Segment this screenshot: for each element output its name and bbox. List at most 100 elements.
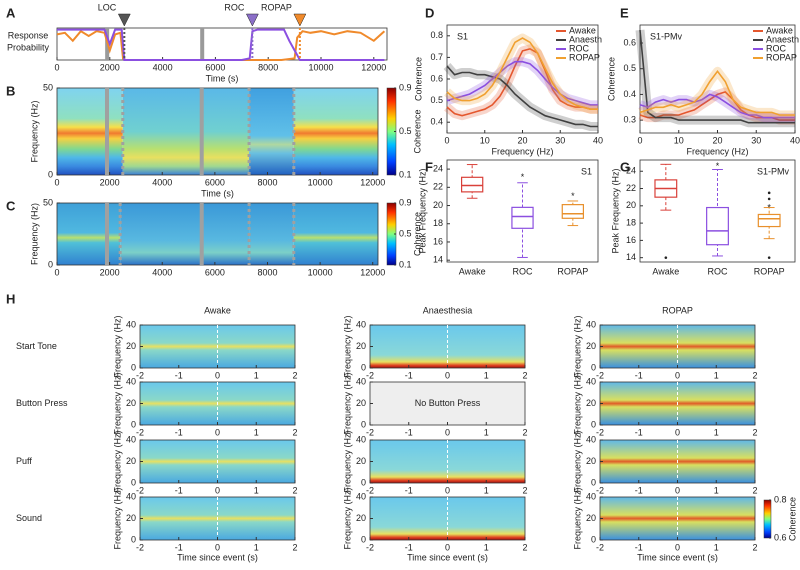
x-tick-label: 2 <box>292 485 297 495</box>
outlier <box>767 191 771 195</box>
y-tick-label: 40 <box>586 434 596 444</box>
significance-mark: * <box>716 161 720 171</box>
y-tick-label: 14 <box>433 255 443 265</box>
x-tick-label: 0 <box>54 62 59 72</box>
colorbar-tick-label: 0.6 <box>774 532 787 542</box>
plot-frame <box>56 202 379 266</box>
y-axis-label: Coherence <box>413 57 423 101</box>
x-tick-label: 2 <box>522 542 527 552</box>
y-tick-label: 40 <box>586 491 596 501</box>
event-bar <box>199 88 204 175</box>
x-tick-label: 1 <box>714 427 719 437</box>
x-tick-label: 30 <box>751 135 761 145</box>
colorbar-label: Coherence <box>787 497 797 541</box>
x-tick-label: 2 <box>752 427 757 437</box>
panel-letter: A <box>6 5 16 20</box>
colorbar-tick-label: 0.9 <box>399 197 412 207</box>
series-line <box>639 93 795 119</box>
series-line <box>639 69 795 116</box>
x-tick-label: 0 <box>675 485 680 495</box>
colorbar-tick-label: 0.1 <box>399 169 412 179</box>
legend-label: ROPAP <box>766 52 797 62</box>
x-tick-label: 2 <box>752 370 757 380</box>
x-tick-label: -1 <box>405 542 413 552</box>
x-tick-label: -1 <box>405 370 413 380</box>
y-tick-label: 40 <box>126 434 136 444</box>
series-line <box>446 47 598 117</box>
colorbar <box>763 499 772 539</box>
x-tick-label: 1 <box>254 370 259 380</box>
x-tick-label: 1 <box>254 542 259 552</box>
x-tick-label: 1 <box>484 427 489 437</box>
panel-letter: F <box>425 159 433 174</box>
y-tick-label: 50 <box>43 197 53 207</box>
x-axis-label: Time (s) <box>201 188 234 198</box>
x-tick-label: 0 <box>215 370 220 380</box>
x-tick-label: Awake <box>652 266 679 276</box>
event-label: ROC <box>224 2 245 12</box>
y-tick-label: 14 <box>626 252 636 262</box>
panel-letter: D <box>425 5 434 20</box>
x-tick-label: 0 <box>445 485 450 495</box>
event-bar <box>104 88 109 175</box>
y-tick-label: 40 <box>356 491 366 501</box>
x-tick-label: -2 <box>366 485 374 495</box>
y-tick-label: 0.6 <box>430 73 443 83</box>
panel-letter: E <box>620 5 629 20</box>
y-axis-label: Frequency (Hz) <box>572 487 582 549</box>
legend-label: Anaesth <box>766 34 799 44</box>
x-tick-label: 8000 <box>257 267 277 277</box>
x-tick-label: 6000 <box>205 267 225 277</box>
x-tick-label: -2 <box>136 427 144 437</box>
y-axis-label: Frequency (Hz) <box>112 487 122 549</box>
x-tick-label: -2 <box>136 485 144 495</box>
event-label: LOC <box>98 2 117 12</box>
y-axis-label: Frequency (Hz) <box>112 372 122 434</box>
y-axis-label: Frequency (Hz) <box>572 372 582 434</box>
x-tick-label: 6000 <box>205 62 225 72</box>
y-tick-label: 0.5 <box>430 95 443 105</box>
panel-letter: C <box>6 198 16 213</box>
x-tick-label: -1 <box>405 485 413 495</box>
series-line <box>446 60 598 106</box>
x-tick-label: 0 <box>215 485 220 495</box>
y-tick-label: 0.4 <box>430 117 443 127</box>
y-tick-label: 20 <box>433 200 443 210</box>
y-tick-label: 20 <box>126 513 136 523</box>
y-tick-label: 22 <box>433 182 443 192</box>
x-tick-label: 0 <box>445 427 450 437</box>
plot-frame <box>639 159 796 263</box>
x-tick-label: -1 <box>635 542 643 552</box>
y-tick-label: 0 <box>591 534 596 544</box>
spectrogram-segment <box>293 203 378 265</box>
y-tick-label: 16 <box>433 236 443 246</box>
x-tick-label: -2 <box>136 370 144 380</box>
x-tick-label: Awake <box>459 266 486 276</box>
x-tick-label: ROC <box>513 266 534 276</box>
plot-frame <box>56 87 379 176</box>
spectrogram-segment <box>122 88 250 175</box>
box <box>460 176 484 193</box>
colorbar-tick-label: 0.1 <box>399 259 412 269</box>
significance-mark: * <box>571 191 575 201</box>
y-tick-label: 20 <box>586 513 596 523</box>
y-tick-label: 22 <box>626 183 636 193</box>
x-tick-label: -2 <box>366 427 374 437</box>
x-tick-label: -2 <box>366 370 374 380</box>
x-tick-label: 12000 <box>360 177 385 187</box>
spectrogram-segment <box>120 203 250 265</box>
significance-mark: * <box>767 202 771 212</box>
y-axis-label: Frequency (Hz) <box>112 315 122 377</box>
colorbar-tick-label: 0.5 <box>399 228 412 238</box>
y-tick-label: 40 <box>356 434 366 444</box>
legend-label: Awake <box>569 25 596 35</box>
x-tick-label: 4000 <box>152 177 172 187</box>
x-axis-label: Time (s) <box>206 73 239 83</box>
x-tick-label: -2 <box>596 427 604 437</box>
event-marker <box>245 13 259 27</box>
x-tick-label: -2 <box>136 542 144 552</box>
y-tick-label: 20 <box>586 398 596 408</box>
panel-label: S1 <box>457 31 468 41</box>
event-label: ROPAP <box>261 2 292 12</box>
